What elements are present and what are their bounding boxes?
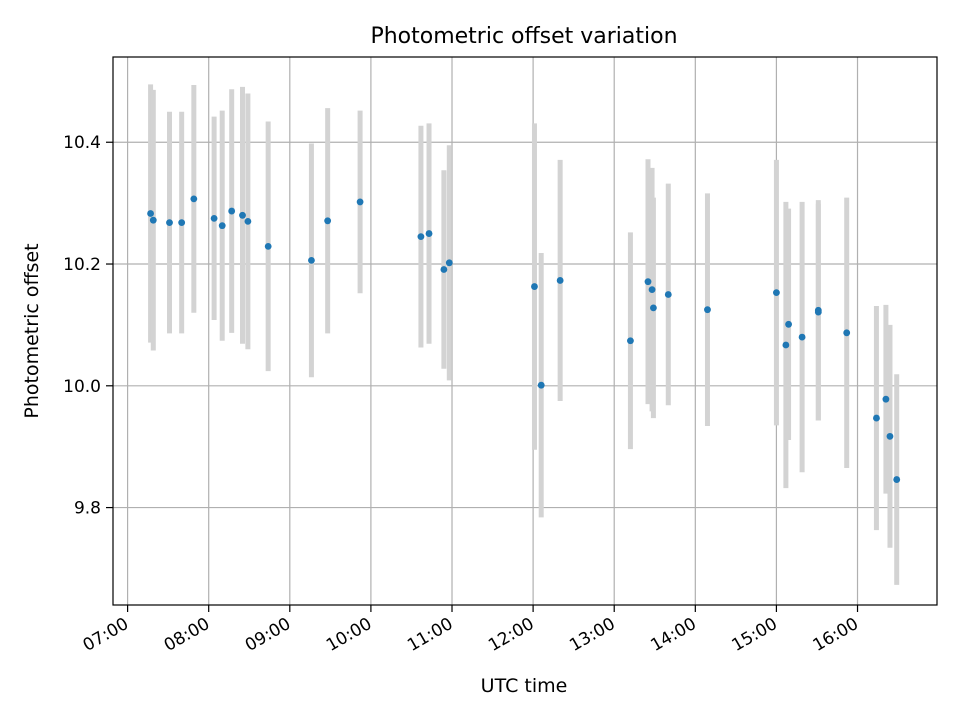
data-point	[893, 476, 901, 483]
x-tick-label: 12:00	[485, 614, 537, 656]
data-point	[556, 277, 564, 284]
plot-frame	[112, 56, 938, 606]
data-point	[166, 219, 173, 227]
x-tick-label: 14:00	[647, 614, 699, 656]
data-point	[244, 218, 252, 225]
data-point	[440, 266, 448, 273]
x-tick-label: 07:00	[80, 614, 132, 656]
x-tick-label: 09:00	[242, 614, 294, 656]
data-point	[417, 233, 425, 241]
data-point	[356, 198, 364, 206]
grid-lines	[113, 57, 937, 605]
data-point	[843, 329, 851, 337]
data-point	[664, 291, 672, 298]
data-point	[147, 210, 154, 217]
data-point	[445, 259, 453, 267]
chart-title: Photometric offset variation	[370, 24, 677, 49]
x-tick-label: 13:00	[566, 614, 618, 656]
data-point	[239, 211, 246, 219]
data-point	[882, 395, 890, 403]
x-tick-label: 10:00	[323, 614, 375, 656]
data-point	[308, 256, 315, 264]
data-point	[218, 222, 226, 230]
y-axis-label: Photometric offset	[21, 243, 43, 418]
data-point	[537, 381, 545, 389]
data-point	[627, 337, 634, 345]
data-point	[190, 195, 198, 203]
data-point	[644, 278, 652, 286]
y-tick-label: 10.2	[63, 255, 101, 275]
y-tick-label: 10.4	[63, 133, 101, 153]
y-tick-label: 9.8	[74, 499, 101, 519]
data-point	[782, 341, 790, 349]
x-tick-label: 11:00	[404, 614, 456, 656]
data-point	[873, 414, 880, 422]
data-point	[324, 217, 332, 225]
data-point	[178, 219, 186, 227]
y-tick-label: 10.0	[63, 377, 101, 397]
data-point	[264, 242, 272, 250]
data-point	[228, 207, 236, 215]
data-point	[785, 320, 792, 328]
x-axis-label: UTC time	[481, 675, 568, 697]
x-axis-ticks: 07:00 08:00 09:00 10:00 11:00 12:00 13:00 14:00…	[80, 605, 862, 656]
x-tick-label: 16:00	[810, 614, 862, 656]
data-point	[798, 333, 806, 341]
error-bars	[148, 84, 900, 585]
data-point	[650, 304, 657, 312]
data-point	[704, 306, 711, 314]
data-point	[425, 230, 433, 237]
data-points	[147, 195, 901, 483]
data-point	[531, 283, 538, 290]
data-point	[886, 432, 894, 440]
data-point	[149, 216, 157, 224]
y-axis-ticks: 9.8 10.0 10.2 10.4	[63, 133, 113, 519]
x-tick-label: 15:00	[728, 614, 780, 656]
x-tick-label: 08:00	[161, 614, 213, 656]
data-point	[814, 308, 822, 316]
data-point	[648, 286, 656, 293]
data-point	[773, 289, 780, 297]
data-point	[210, 214, 218, 222]
